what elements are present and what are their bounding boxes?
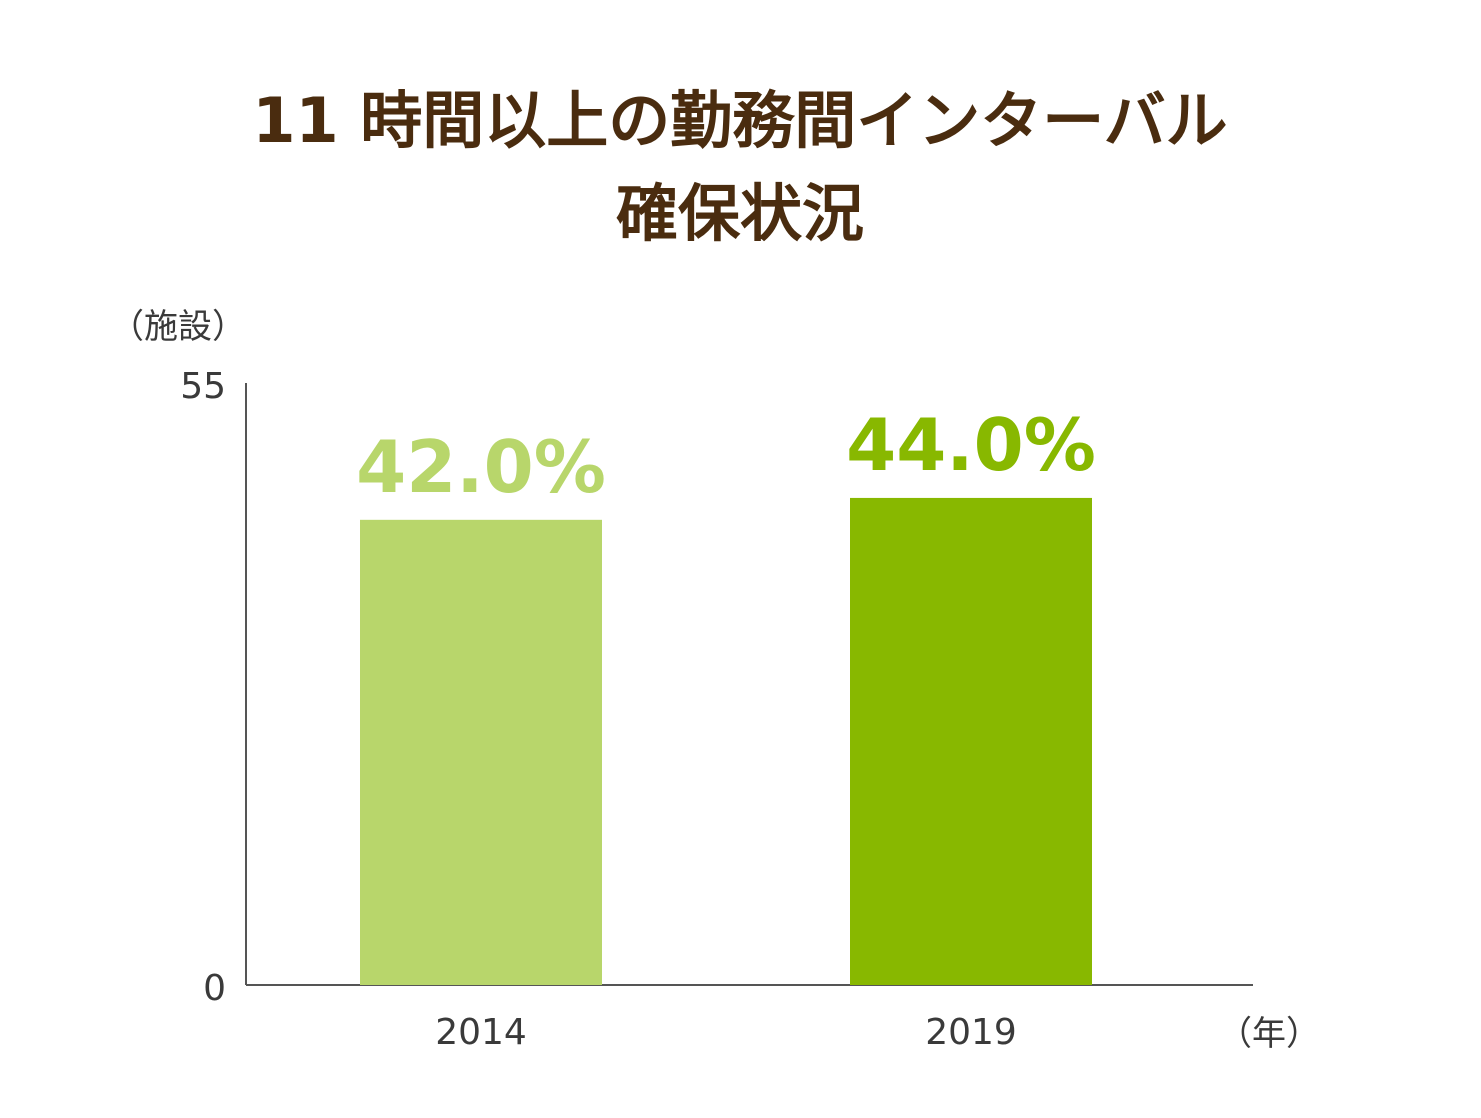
y-tick-label-bottom: 0	[203, 968, 226, 1009]
x-tick-label-2014: 2014	[435, 1012, 527, 1053]
x-axis-unit-label: （年）	[1218, 1014, 1320, 1054]
y-axis-unit-label: （施設）	[110, 307, 246, 347]
bar-2019	[850, 497, 1092, 985]
x-tick-label-2019: 2019	[925, 1012, 1017, 1053]
chart-title-line1: 11 時間以上の勤務間インターバル	[252, 84, 1227, 157]
chart-title-line2: 確保状況	[616, 177, 864, 250]
bar-2014	[360, 519, 602, 985]
data-label-2019: 44.0%	[846, 403, 1096, 487]
y-tick-label-top: 55	[180, 366, 226, 407]
bars-group: 42.0% 2014 44.0% 2019	[356, 403, 1096, 1053]
data-label-2014: 42.0%	[356, 425, 606, 509]
